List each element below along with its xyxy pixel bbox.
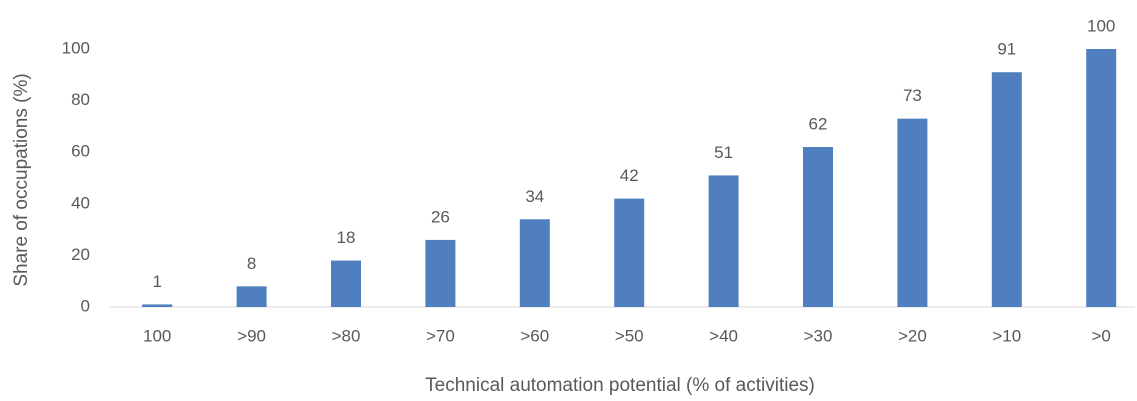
y-tick-label: 0 [81, 296, 90, 315]
bar [897, 118, 928, 307]
data-label: 1 [152, 272, 161, 291]
data-label: 62 [809, 115, 828, 134]
data-label: 34 [525, 187, 544, 206]
data-label: 18 [337, 228, 356, 247]
bar [1086, 49, 1117, 307]
y-tick-label: 80 [71, 90, 90, 109]
data-label: 42 [620, 166, 639, 185]
x-tick-label: >10 [992, 326, 1021, 345]
data-label: 26 [431, 207, 450, 226]
x-tick-label: >50 [615, 326, 644, 345]
x-tick-label: >20 [898, 326, 927, 345]
x-tick-label: >0 [1092, 326, 1111, 345]
x-tick-label: >80 [332, 326, 361, 345]
data-label: 8 [247, 254, 256, 273]
data-label: 91 [997, 40, 1016, 59]
y-tick-label: 100 [62, 38, 90, 57]
data-label: 51 [714, 143, 733, 162]
bar [331, 260, 361, 307]
x-axis-title: Technical automation potential (% of act… [425, 375, 815, 396]
x-tick-label: 100 [143, 326, 171, 345]
y-tick-label: 60 [71, 142, 90, 161]
x-tick-label: >70 [426, 326, 455, 345]
data-label: 100 [1087, 16, 1115, 35]
x-tick-label: >90 [237, 326, 266, 345]
bar [708, 175, 739, 307]
data-label: 73 [903, 86, 922, 105]
bar [803, 147, 833, 307]
bar [142, 304, 173, 307]
bar [991, 72, 1022, 307]
y-axis-title: Share of occupations (%) [11, 73, 32, 286]
x-tick-label: >30 [804, 326, 833, 345]
x-tick-label: >40 [709, 326, 738, 345]
y-tick-label: 40 [71, 193, 90, 212]
bar [425, 239, 456, 307]
bar [519, 219, 550, 307]
y-tick-label: 20 [71, 245, 90, 264]
bar [614, 198, 645, 307]
x-tick-label: >60 [520, 326, 549, 345]
bar [236, 286, 267, 307]
